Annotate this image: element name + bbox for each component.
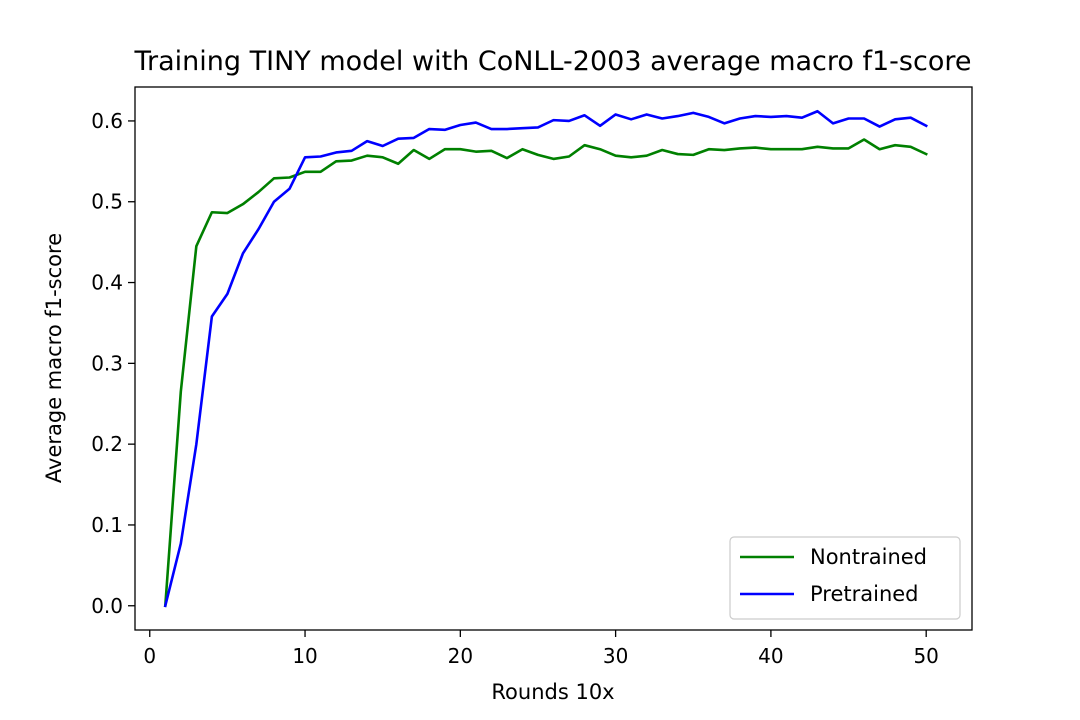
legend: Nontrained Pretrained [729, 536, 961, 620]
x-tick-label: 50 [913, 644, 938, 668]
legend-label-nontrained: Nontrained [810, 545, 927, 569]
series-line-pretrained [163, 109, 928, 608]
chart-title: Training TINY model with CoNLL-2003 aver… [134, 46, 972, 77]
y-tick-label: 0.5 [91, 190, 123, 214]
x-tick-label: 30 [603, 644, 628, 668]
x-tick-label: 10 [292, 644, 317, 668]
legend-label-pretrained: Pretrained [810, 582, 919, 606]
y-axis-ticks: 0.0 0.1 0.2 0.3 0.4 0.5 0.6 [91, 109, 135, 618]
plot-frame [134, 86, 973, 631]
x-tick-label: 0 [143, 644, 156, 668]
x-tick-label: 40 [758, 644, 783, 668]
y-tick-label: 0.4 [91, 271, 123, 295]
y-tick-label: 0.6 [91, 109, 123, 133]
x-axis-ticks: 0 10 20 30 40 50 [143, 630, 939, 668]
y-tick-label: 0.2 [91, 432, 123, 456]
y-tick-label: 0.3 [91, 351, 123, 375]
y-tick-label: 0.1 [91, 513, 123, 537]
x-axis-label: Rounds 10x [491, 680, 614, 704]
series-layer [163, 109, 928, 608]
series-line-nontrained [163, 138, 928, 608]
y-axis-label: Average macro f1-score [42, 233, 66, 483]
x-tick-label: 20 [448, 644, 473, 668]
y-tick-label: 0.0 [91, 594, 123, 618]
